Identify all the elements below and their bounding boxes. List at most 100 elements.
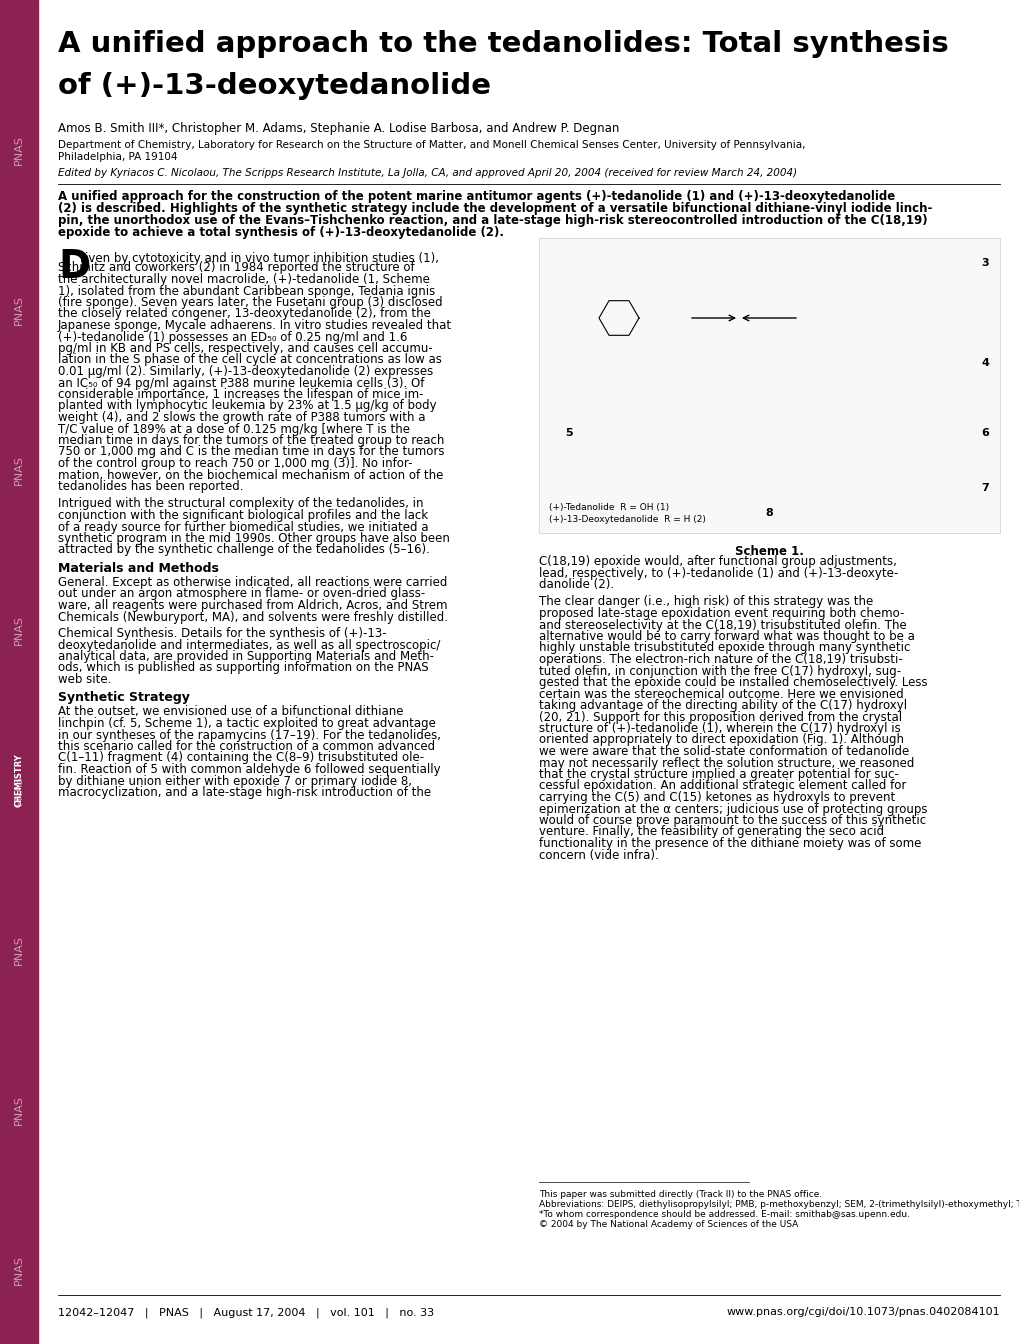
- Text: tuted olefin, in conjunction with the free C(17) hydroxyl, sug-: tuted olefin, in conjunction with the fr…: [538, 664, 900, 677]
- Text: PNAS: PNAS: [14, 134, 24, 165]
- Text: 12042–12047   |   PNAS   |   August 17, 2004   |   vol. 101   |   no. 33: 12042–12047 | PNAS | August 17, 2004 | v…: [58, 1306, 434, 1317]
- Text: the closely related congener, 13-deoxytedanolide (2), from the: the closely related congener, 13-deoxyte…: [58, 308, 430, 320]
- Text: Abbreviations: DEIPS, diethylisopropylsilyl; PMB, p-methoxybenzyl; SEM, 2-(trime: Abbreviations: DEIPS, diethylisopropylsi…: [538, 1200, 1019, 1210]
- Text: PNAS: PNAS: [14, 1255, 24, 1285]
- Text: and stereoselectivity at the C(18,19) trisubstituted olefin. The: and stereoselectivity at the C(18,19) tr…: [538, 618, 906, 632]
- Text: Synthetic Strategy: Synthetic Strategy: [58, 692, 190, 704]
- Text: D: D: [58, 249, 90, 286]
- Text: taking advantage of the directing ability of the C(17) hydroxyl: taking advantage of the directing abilit…: [538, 699, 906, 712]
- Text: CHEMISTRY: CHEMISTRY: [14, 753, 23, 806]
- Text: tedanolides has been reported.: tedanolides has been reported.: [58, 480, 244, 493]
- Text: (+)-13-Deoxytedanolide  R = H (2): (+)-13-Deoxytedanolide R = H (2): [548, 515, 705, 524]
- Text: PNAS: PNAS: [14, 935, 24, 965]
- Text: Scheme 1.: Scheme 1.: [735, 546, 803, 558]
- Text: ware, all reagents were purchased from Aldrich, Acros, and Strem: ware, all reagents were purchased from A…: [58, 599, 447, 612]
- Text: epimerization at the α centers; judicious use of protecting groups: epimerization at the α centers; judiciou…: [538, 802, 926, 816]
- Text: conjunction with the significant biological profiles and the lack: conjunction with the significant biologi…: [58, 509, 428, 521]
- Text: PNAS: PNAS: [14, 296, 24, 325]
- Text: 8: 8: [764, 508, 772, 517]
- Text: www.pnas.org/cgi/doi/10.1073/pnas.0402084101: www.pnas.org/cgi/doi/10.1073/pnas.040208…: [726, 1306, 999, 1317]
- Text: carrying the C(5) and C(15) ketones as hydroxyls to prevent: carrying the C(5) and C(15) ketones as h…: [538, 792, 895, 804]
- Bar: [0, 0, 38, 1344]
- Text: of the control group to reach 750 or 1,000 mg (3)]. No infor-: of the control group to reach 750 or 1,0…: [58, 457, 412, 470]
- Text: fin. Reaction of 5 with common aldehyde 6 followed sequentially: fin. Reaction of 5 with common aldehyde …: [58, 763, 440, 775]
- Text: PNAS: PNAS: [14, 1095, 24, 1125]
- Text: weight (4), and 2 slows the growth rate of P388 tumors with a: weight (4), and 2 slows the growth rate …: [58, 411, 425, 423]
- Text: out under an argon atmosphere in flame- or oven-dried glass-: out under an argon atmosphere in flame- …: [58, 587, 425, 601]
- Text: Chemicals (Newburyport, MA), and solvents were freshly distilled.: Chemicals (Newburyport, MA), and solvent…: [58, 610, 447, 624]
- Text: median time in days for the tumors of the treated group to reach: median time in days for the tumors of th…: [58, 434, 444, 448]
- Text: (20, 21). Support for this proposition derived from the crystal: (20, 21). Support for this proposition d…: [538, 711, 901, 723]
- Text: 3: 3: [980, 258, 987, 267]
- Text: Schmitz and coworkers (2) in 1984 reported the structure of: Schmitz and coworkers (2) in 1984 report…: [58, 262, 414, 274]
- Text: epoxide to achieve a total synthesis of (+)-13-deoxytedanolide (2).: epoxide to achieve a total synthesis of …: [58, 226, 503, 239]
- Text: we were aware that the solid-state conformation of tedanolide: we were aware that the solid-state confo…: [538, 745, 908, 758]
- Text: riven by cytotoxicity and in vivo tumor inhibition studies (1),: riven by cytotoxicity and in vivo tumor …: [79, 253, 438, 265]
- Text: venture. Finally, the feasibility of generating the seco acid: venture. Finally, the feasibility of gen…: [538, 825, 883, 839]
- Text: considerable importance, 1 increases the lifespan of mice im-: considerable importance, 1 increases the…: [58, 388, 423, 401]
- Text: (+)-tedanolide (1) possesses an ED₅₀ of 0.25 ng/ml and 1.6: (+)-tedanolide (1) possesses an ED₅₀ of …: [58, 331, 407, 344]
- Text: mation, however, on the biochemical mechanism of action of the: mation, however, on the biochemical mech…: [58, 469, 443, 481]
- Text: 7: 7: [980, 482, 987, 493]
- Text: Amos B. Smith III*, Christopher M. Adams, Stephanie A. Lodise Barbosa, and Andre: Amos B. Smith III*, Christopher M. Adams…: [58, 122, 619, 134]
- Text: this scenario called for the construction of a common advanced: this scenario called for the constructio…: [58, 741, 435, 753]
- Text: operations. The electron-rich nature of the C(18,19) trisubsti-: operations. The electron-rich nature of …: [538, 653, 902, 667]
- Text: analytical data, are provided in Supporting Materials and Meth-: analytical data, are provided in Support…: [58, 650, 433, 663]
- Text: C(1–11) fragment (4) containing the C(8–9) trisubstituted ole-: C(1–11) fragment (4) containing the C(8–…: [58, 751, 424, 765]
- Text: 5: 5: [565, 427, 573, 438]
- Text: lead, respectively, to (+)-tedanolide (1) and (+)-13-deoxyte-: lead, respectively, to (+)-tedanolide (1…: [538, 567, 898, 579]
- Text: that the crystal structure implied a greater potential for suc-: that the crystal structure implied a gre…: [538, 767, 898, 781]
- Text: PNAS: PNAS: [14, 616, 24, 645]
- Text: Chemical Synthesis. Details for the synthesis of (+)-13-: Chemical Synthesis. Details for the synt…: [58, 628, 386, 640]
- Text: planted with lymphocytic leukemia by 23% at 1.5 μg/kg of body: planted with lymphocytic leukemia by 23%…: [58, 399, 436, 413]
- Text: functionality in the presence of the dithiane moiety was of some: functionality in the presence of the dit…: [538, 837, 920, 849]
- Text: (2) is described. Highlights of the synthetic strategy include the development o: (2) is described. Highlights of the synt…: [58, 202, 931, 215]
- Text: by dithiane union either with epoxide 7 or primary iodide 8,: by dithiane union either with epoxide 7 …: [58, 774, 412, 788]
- Text: 0.01 μg/ml (2). Similarly, (+)-13-deoxytedanolide (2) expresses: 0.01 μg/ml (2). Similarly, (+)-13-deoxyt…: [58, 366, 433, 378]
- Text: lation in the S phase of the cell cycle at concentrations as low as: lation in the S phase of the cell cycle …: [58, 353, 441, 367]
- Text: concern (vide infra).: concern (vide infra).: [538, 848, 658, 862]
- Text: Intrigued with the structural complexity of the tedanolides, in: Intrigued with the structural complexity…: [58, 497, 423, 511]
- Text: At the outset, we envisioned use of a bifunctional dithiane: At the outset, we envisioned use of a bi…: [58, 706, 404, 719]
- Text: A unified approach to the tedanolides: Total synthesis: A unified approach to the tedanolides: T…: [58, 30, 948, 58]
- Bar: [538, 238, 999, 534]
- Text: pg/ml in KB and PS cells, respectively, and causes cell accumu-: pg/ml in KB and PS cells, respectively, …: [58, 341, 432, 355]
- Text: the architecturally novel macrolide, (+)-tedanolide (1, Scheme: the architecturally novel macrolide, (+)…: [58, 273, 429, 286]
- Text: 1), isolated from the abundant Caribbean sponge, Tedania ignis: 1), isolated from the abundant Caribbean…: [58, 285, 435, 297]
- Text: The clear danger (i.e., high risk) of this strategy was the: The clear danger (i.e., high risk) of th…: [538, 595, 872, 609]
- Text: 4: 4: [980, 358, 988, 368]
- Text: attracted by the synthetic challenge of the tedanolides (5–16).: attracted by the synthetic challenge of …: [58, 543, 429, 556]
- Text: proposed late-stage epoxidation event requiring both chemo-: proposed late-stage epoxidation event re…: [538, 607, 904, 620]
- Text: synthetic program in the mid 1990s. Other groups have also been: synthetic program in the mid 1990s. Othe…: [58, 532, 449, 546]
- Text: 750 or 1,000 mg and C is the median time in days for the tumors: 750 or 1,000 mg and C is the median time…: [58, 445, 444, 458]
- Text: Philadelphia, PA 19104: Philadelphia, PA 19104: [58, 152, 177, 163]
- Text: cessful epoxidation. An additional strategic element called for: cessful epoxidation. An additional strat…: [538, 780, 906, 793]
- Text: Materials and Methods: Materials and Methods: [58, 562, 219, 575]
- Text: danolide (2).: danolide (2).: [538, 578, 613, 591]
- Text: of a ready source for further biomedical studies, we initiated a: of a ready source for further biomedical…: [58, 520, 428, 534]
- Text: an IC₅₀ of 94 pg/ml against P388 murine leukemia cells (3). Of: an IC₅₀ of 94 pg/ml against P388 murine …: [58, 376, 424, 390]
- Text: highly unstable trisubstituted epoxide through many synthetic: highly unstable trisubstituted epoxide t…: [538, 641, 910, 655]
- Text: ods, which is published as supporting information on the PNAS: ods, which is published as supporting in…: [58, 661, 428, 675]
- Text: of (+)-13-deoxytedanolide: of (+)-13-deoxytedanolide: [58, 73, 490, 99]
- Text: oriented appropriately to direct epoxidation (Fig. 1). Although: oriented appropriately to direct epoxida…: [538, 734, 903, 746]
- Text: Department of Chemistry, Laboratory for Research on the Structure of Matter, and: Department of Chemistry, Laboratory for …: [58, 140, 805, 151]
- Text: T/C value of 189% at a dose of 0.125 mg/kg [where T is the: T/C value of 189% at a dose of 0.125 mg/…: [58, 422, 410, 435]
- Text: General. Except as otherwise indicated, all reactions were carried: General. Except as otherwise indicated, …: [58, 577, 447, 589]
- Text: would of course prove paramount to the success of this synthetic: would of course prove paramount to the s…: [538, 814, 925, 827]
- Text: 6: 6: [980, 427, 988, 438]
- Text: A unified approach for the construction of the potent marine antitumor agents (+: A unified approach for the construction …: [58, 190, 895, 203]
- Text: PNAS: PNAS: [14, 456, 24, 485]
- Text: (+)-Tedanolide  R = OH (1): (+)-Tedanolide R = OH (1): [548, 503, 668, 512]
- Text: This paper was submitted directly (Track II) to the PNAS office.: This paper was submitted directly (Track…: [538, 1189, 821, 1199]
- Text: PNAS: PNAS: [14, 775, 24, 805]
- Text: web site.: web site.: [58, 673, 111, 685]
- Text: Edited by Kyriacos C. Nicolaou, The Scripps Research Institute, La Jolla, CA, an: Edited by Kyriacos C. Nicolaou, The Scri…: [58, 168, 796, 177]
- Text: gested that the epoxide could be installed chemoselectively. Less: gested that the epoxide could be install…: [538, 676, 926, 689]
- Text: *To whom correspondence should be addressed. E-mail: smithab@sas.upenn.edu.: *To whom correspondence should be addres…: [538, 1210, 909, 1219]
- Text: may not necessarily reflect the solution structure, we reasoned: may not necessarily reflect the solution…: [538, 757, 913, 770]
- Text: pin, the unorthodox use of the Evans–Tishchenko reaction, and a late-stage high-: pin, the unorthodox use of the Evans–Tis…: [58, 214, 926, 227]
- Text: structure of (+)-tedanolide (1), wherein the C(17) hydroxyl is: structure of (+)-tedanolide (1), wherein…: [538, 722, 900, 735]
- Text: certain was the stereochemical outcome. Here we envisioned: certain was the stereochemical outcome. …: [538, 688, 903, 700]
- Text: macrocyclization, and a late-stage high-risk introduction of the: macrocyclization, and a late-stage high-…: [58, 786, 431, 798]
